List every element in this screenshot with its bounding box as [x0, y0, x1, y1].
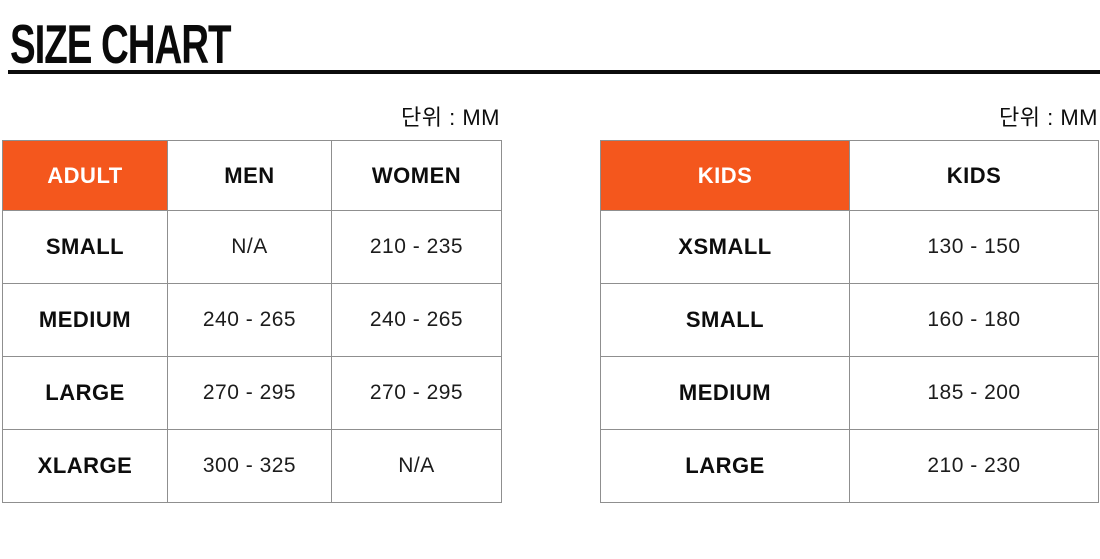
row-label: SMALL — [600, 283, 850, 357]
men-value: 300 - 325 — [167, 429, 332, 503]
women-header-cell: WOMEN — [331, 140, 502, 211]
row-label: LARGE — [2, 356, 168, 430]
row-label: LARGE — [600, 429, 850, 503]
adult-header-cell: ADULT — [2, 140, 168, 211]
kids-value: 185 - 200 — [849, 356, 1099, 430]
table-row-small: SMALL N/A 210 - 235 — [2, 210, 502, 284]
row-label: XLARGE — [2, 429, 168, 503]
table-row-large: LARGE 210 - 230 — [600, 429, 1099, 503]
unit-label-kids: 단위 : MM — [999, 105, 1098, 130]
kids-values-header-cell: KIDS — [849, 140, 1099, 211]
table-row-medium: MEDIUM 240 - 265 240 - 265 — [2, 283, 502, 357]
row-label: XSMALL — [600, 210, 850, 284]
women-value: N/A — [331, 429, 502, 503]
adult-size-table: ADULT MEN WOMEN SMALL N/A 210 - 235 MEDI… — [2, 140, 502, 503]
women-value: 240 - 265 — [331, 283, 502, 357]
men-value: N/A — [167, 210, 332, 284]
kids-size-table: KIDS KIDS XSMALL 130 - 150 SMALL 160 - 1… — [600, 140, 1099, 503]
row-label: MEDIUM — [2, 283, 168, 357]
kids-header-row: KIDS KIDS — [600, 140, 1099, 211]
page-title-wrap: SIZE CHART — [10, 14, 325, 72]
women-value: 210 - 235 — [331, 210, 502, 284]
row-label: MEDIUM — [600, 356, 850, 430]
kids-value: 210 - 230 — [849, 429, 1099, 503]
men-header-cell: MEN — [167, 140, 332, 211]
kids-header-cell: KIDS — [600, 140, 850, 211]
table-row-medium: MEDIUM 185 - 200 — [600, 356, 1099, 430]
men-value: 240 - 265 — [167, 283, 332, 357]
women-value: 270 - 295 — [331, 356, 502, 430]
table-row-large: LARGE 270 - 295 270 - 295 — [2, 356, 502, 430]
kids-value: 130 - 150 — [849, 210, 1099, 284]
table-row-small: SMALL 160 - 180 — [600, 283, 1099, 357]
men-value: 270 - 295 — [167, 356, 332, 430]
table-row-xsmall: XSMALL 130 - 150 — [600, 210, 1099, 284]
page-title: SIZE CHART — [10, 13, 232, 76]
row-label: SMALL — [2, 210, 168, 284]
table-row-xlarge: XLARGE 300 - 325 N/A — [2, 429, 502, 503]
adult-header-row: ADULT MEN WOMEN — [2, 140, 502, 211]
title-underline — [8, 70, 1100, 74]
unit-label-adult: 단위 : MM — [401, 105, 500, 130]
kids-value: 160 - 180 — [849, 283, 1099, 357]
